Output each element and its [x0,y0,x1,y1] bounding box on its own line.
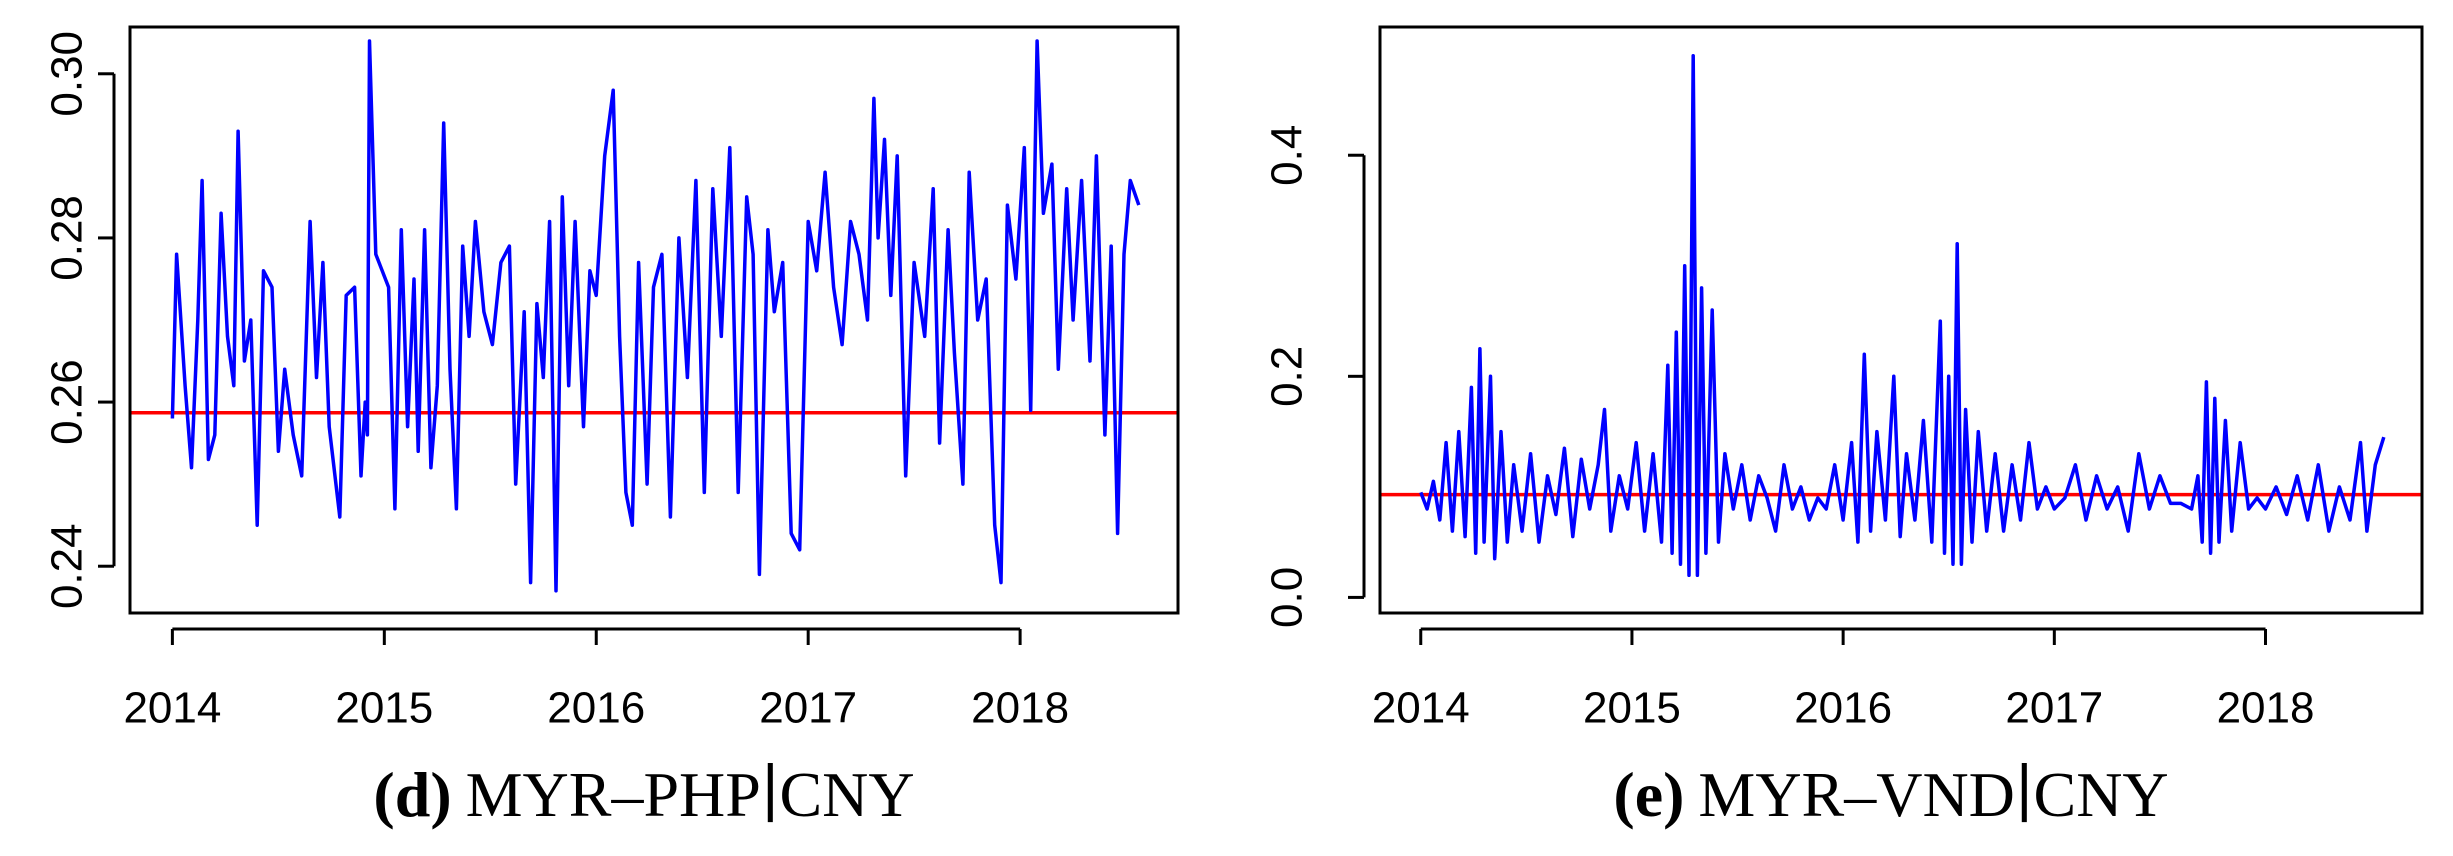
caption-text: MYR–VND∣CNY [1698,759,2168,830]
y-tick-label: 0.24 [43,523,92,609]
y-tick-label: 0.4 [1263,125,1312,186]
data-line [1419,53,2386,578]
x-tick-label: 2015 [1583,684,1681,733]
y-tick-label: 0.0 [1263,567,1312,628]
data-line [170,39,1141,593]
x-tick-label: 2017 [759,684,857,733]
y-tick-label: 0.26 [43,359,92,445]
caption: (e) MYR–VND∣CNY [1613,759,2168,830]
x-tick-label: 2018 [971,684,1069,733]
plot-frame [1378,25,2424,615]
x-tick-label: 2016 [547,684,645,733]
x-tick-label: 2014 [123,684,221,733]
plot-frame [128,25,1180,615]
x-tick-label: 2018 [2217,684,2315,733]
y-tick-label: 0.30 [43,31,92,117]
caption-text: MYR–PHP∣CNY [466,759,915,830]
x-tick-label: 2017 [2005,684,2103,733]
y-tick-label: 0.28 [43,195,92,281]
caption: (d) MYR–PHP∣CNY [373,759,914,830]
x-tick-label: 2016 [1794,684,1892,733]
x-tick-label: 2014 [1372,684,1470,733]
y-tick-label: 0.2 [1263,346,1312,407]
caption-label: (e) [1613,759,1684,830]
x-tick-label: 2015 [335,684,433,733]
caption-label: (d) [373,759,451,830]
